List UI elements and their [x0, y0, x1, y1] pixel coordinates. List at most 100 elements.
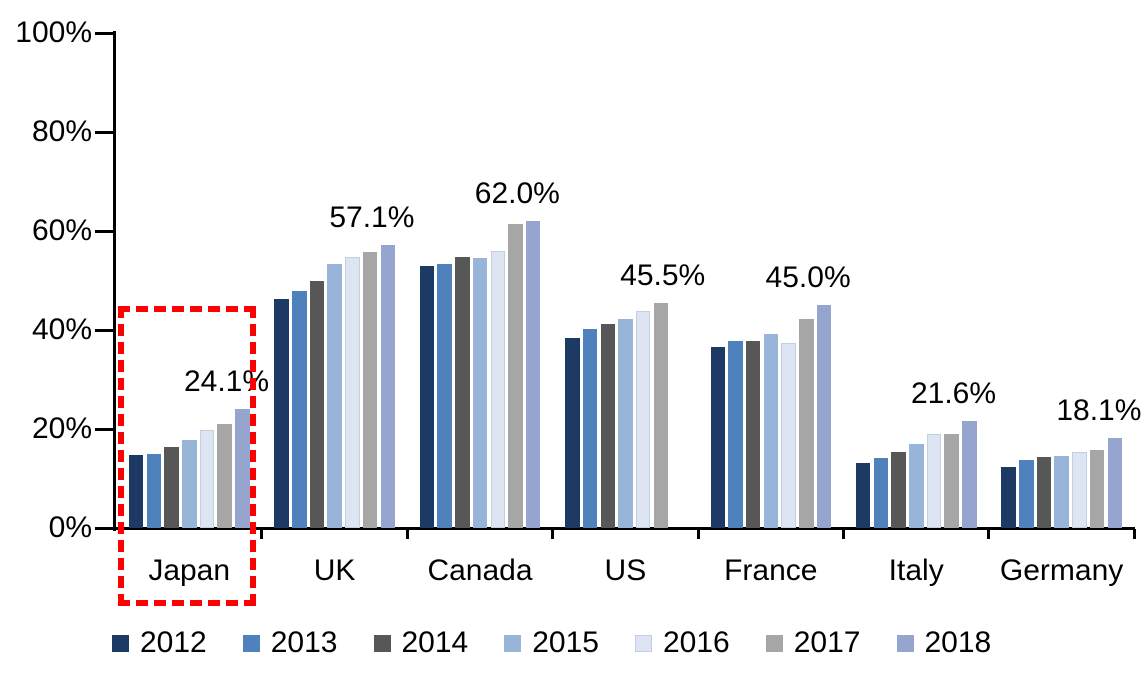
bar-canada-2013 [437, 264, 452, 528]
bar-us-2014 [600, 323, 615, 528]
bar-france-2012 [710, 347, 725, 528]
bar-canada-2017 [508, 223, 523, 528]
x-axis-tick [696, 529, 700, 539]
data-label: 21.6% [910, 377, 997, 411]
legend-label: 2012 [140, 626, 207, 659]
y-axis-tick [95, 229, 113, 233]
bar-italy-2016 [926, 433, 942, 528]
bar-uk-2018 [380, 245, 395, 528]
legend-swatch-icon [765, 634, 783, 652]
legend-label: 2016 [663, 626, 730, 659]
bar-us-2013 [582, 329, 598, 528]
y-axis-tick [95, 328, 113, 332]
bar-uk-2015 [327, 264, 342, 528]
bar-japan-2016 [199, 429, 215, 528]
bar-japan-2017 [217, 423, 232, 528]
legend-label: 2014 [401, 626, 469, 659]
bar-canada-2012 [419, 266, 435, 528]
bar-uk-2016 [345, 256, 360, 528]
bar-italy-2013 [873, 458, 889, 528]
bar-germany-2013 [1019, 459, 1034, 528]
legend-label: 2017 [793, 626, 861, 659]
data-label: 45.0% [765, 261, 851, 295]
legend-label: 2015 [532, 626, 599, 659]
bar-uk-2013 [292, 291, 307, 528]
x-axis-tick [842, 529, 845, 539]
legend-item-2018: 2018 [896, 626, 992, 659]
data-label: 45.5% [620, 258, 706, 292]
legend-label: 2018 [924, 626, 992, 659]
y-axis-tick [95, 427, 113, 431]
bar-japan-2014 [164, 446, 179, 528]
highlight-box-japan [118, 306, 256, 606]
legend-item-2014: 2014 [373, 626, 469, 659]
bar-us-2016 [635, 311, 651, 528]
x-axis-category-label: Italy [888, 554, 944, 587]
legend-item-2012: 2012 [112, 627, 207, 659]
legend-item-2016: 2016 [635, 627, 730, 659]
bar-canada-2015 [472, 258, 488, 528]
y-axis-label: 40% [31, 313, 92, 346]
bar-us-2012 [565, 338, 580, 528]
y-axis-label: 60% [31, 214, 92, 247]
bar-japan-2013 [146, 453, 162, 529]
x-axis-category-label: Japan [148, 554, 231, 587]
bar-france-2016 [781, 342, 796, 528]
bar-france-2014 [745, 341, 761, 528]
legend-swatch-icon [112, 634, 129, 652]
bar-italy-2017 [944, 433, 959, 528]
x-axis-line [113, 527, 1135, 530]
legend-item-2015: 2015 [504, 627, 599, 659]
data-label: 57.1% [329, 201, 415, 235]
y-axis-label: 0% [48, 511, 92, 544]
bar-germany-2016 [1072, 452, 1087, 528]
bar-us-2017 [653, 302, 669, 528]
data-label: 62.0% [474, 177, 560, 211]
y-axis-tick [95, 526, 113, 530]
legend-item-2013: 2013 [242, 626, 338, 659]
x-axis-tick [551, 529, 555, 539]
y-axis-label: 80% [31, 115, 92, 148]
x-axis-tick [405, 529, 409, 539]
bar-germany-2015 [1054, 455, 1069, 528]
legend-label: 2013 [270, 626, 338, 659]
bar-germany-2018 [1107, 438, 1122, 528]
legend-item-2017: 2017 [765, 626, 861, 659]
bar-uk-2014 [309, 280, 325, 528]
x-axis-tick [1132, 529, 1136, 539]
bar-japan-2018 [235, 408, 250, 528]
bar-italy-2018 [962, 421, 977, 528]
bar-italy-2015 [909, 444, 924, 528]
x-axis-category-label: UK [313, 554, 356, 587]
legend-swatch-icon [635, 634, 652, 652]
bar-france-2017 [799, 318, 814, 528]
bar-germany-2017 [1089, 449, 1105, 528]
x-axis-category-label: Germany [999, 554, 1124, 587]
legend: 2012 2013 2014 2015 2016 2017 2018 [112, 627, 991, 659]
bar-canada-2014 [455, 256, 470, 528]
x-axis-tick [987, 529, 991, 539]
y-axis-label: 20% [31, 412, 92, 445]
y-axis-line [113, 31, 116, 531]
legend-swatch-icon [504, 634, 522, 652]
bar-italy-2014 [891, 451, 906, 528]
bar-italy-2012 [855, 462, 871, 528]
bar-canada-2018 [525, 221, 541, 528]
x-axis-category-label: Canada [427, 554, 533, 587]
bar-germany-2012 [1001, 467, 1016, 528]
bar-japan-2012 [128, 455, 144, 528]
x-axis-category-label: France [724, 554, 818, 587]
data-label: 18.1% [1056, 394, 1142, 428]
y-axis-label: 100% [15, 16, 92, 49]
x-axis-category-label: US [604, 554, 647, 587]
bar-japan-2015 [182, 439, 197, 528]
bar-canada-2016 [490, 251, 505, 528]
y-axis-tick [95, 31, 113, 35]
bar-france-2018 [816, 305, 832, 529]
legend-swatch-icon [373, 634, 391, 652]
bar-france-2015 [763, 334, 779, 528]
bar-germany-2014 [1036, 456, 1052, 528]
bar-us-2015 [618, 318, 633, 528]
bar-france-2013 [728, 340, 743, 528]
